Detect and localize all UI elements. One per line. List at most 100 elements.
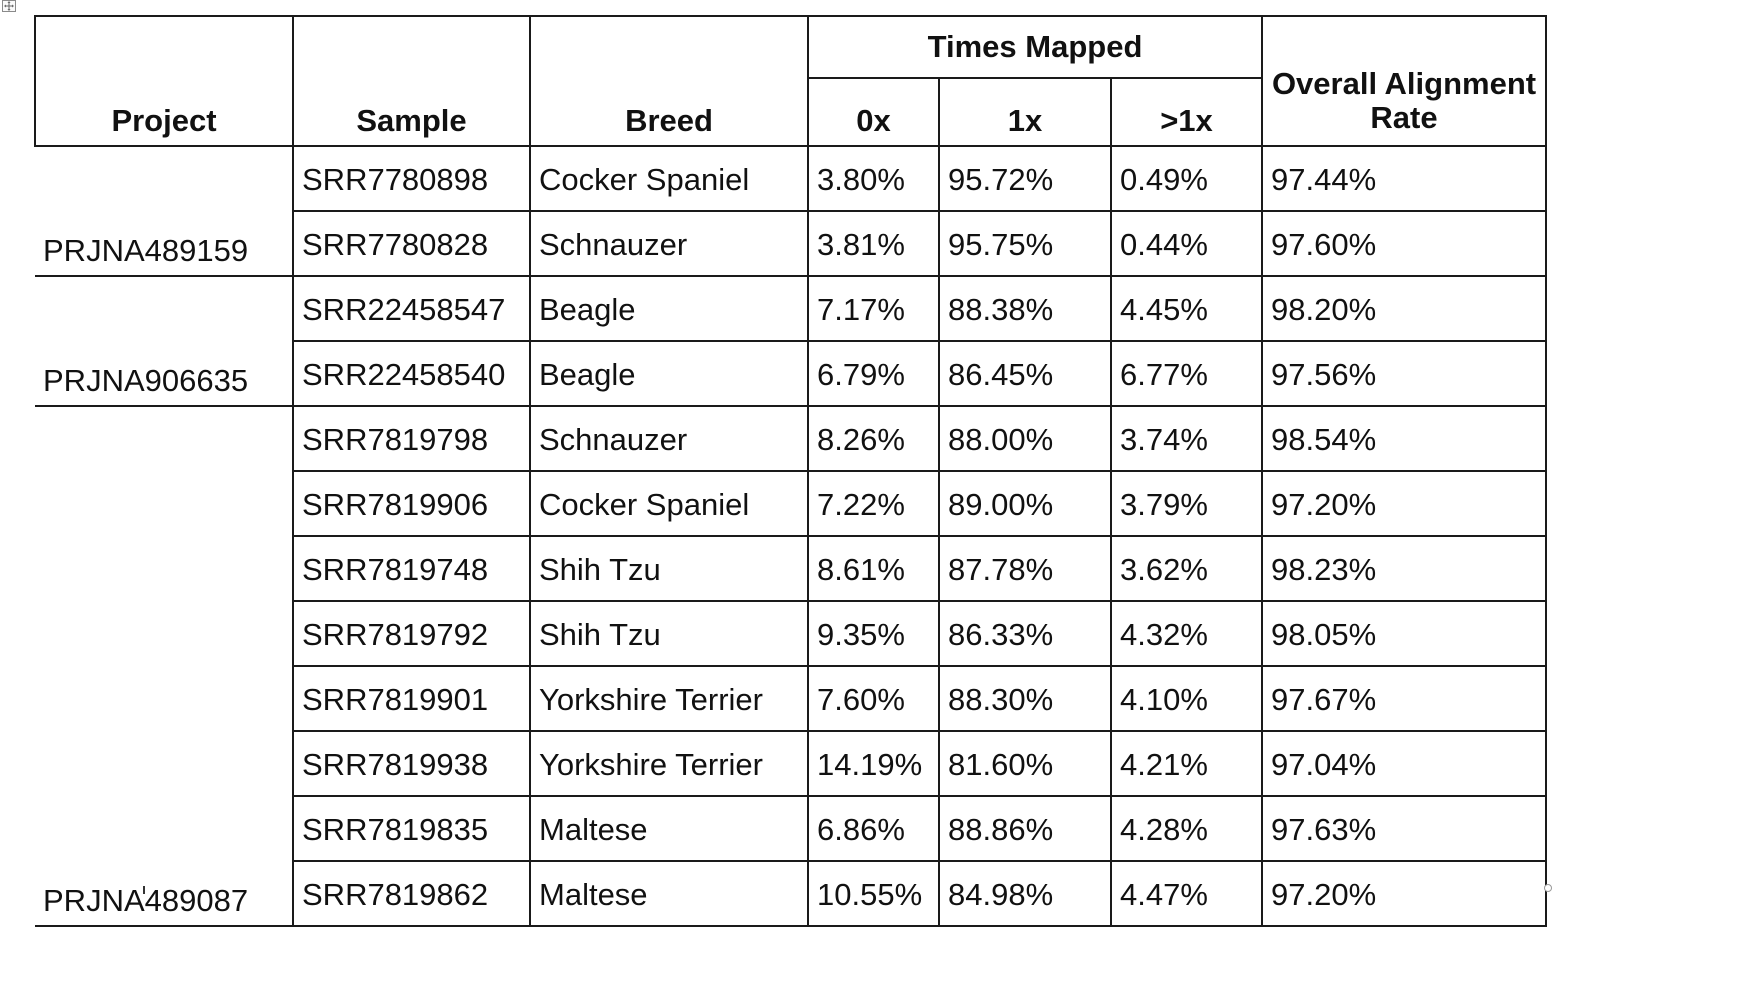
- cell-0x: 14.19%: [807, 730, 940, 797]
- cell-sample: SRR7819748: [292, 535, 531, 602]
- cell-breed: Cocker Spaniel: [529, 470, 809, 537]
- cell-0x: 6.86%: [807, 795, 940, 862]
- cell-gt-1x: 0.44%: [1109, 210, 1264, 277]
- header-breed: Breed: [529, 15, 809, 147]
- cell-overall-alignment-rate: 97.04%: [1261, 730, 1548, 797]
- cell-0x: 7.60%: [807, 665, 940, 732]
- table-row: SRR7819748 Shih Tzu 8.61% 87.78% 3.62% 98.23%: [35, 535, 1548, 602]
- cell-sample: SRR22458547: [292, 275, 531, 342]
- cell-gt-1x: 4.10%: [1109, 665, 1264, 732]
- cell-overall-alignment-rate: 98.20%: [1261, 275, 1548, 342]
- cell-sample: SRR7819835: [292, 795, 531, 862]
- cell-0x: 8.61%: [807, 535, 940, 602]
- cell-overall-alignment-rate: 98.54%: [1261, 405, 1548, 472]
- cell-1x: 86.45%: [938, 340, 1112, 407]
- cell-0x: 6.79%: [807, 340, 940, 407]
- cell-sample: SRR7780898: [292, 145, 531, 212]
- cell-sample: SRR22458540: [292, 340, 531, 407]
- table-body: PRJNA489159 SRR7780898 Cocker Spaniel 3.80%…: [35, 145, 1548, 927]
- cell-0x: 10.55%: [807, 860, 940, 927]
- cell-gt-1x: 4.21%: [1109, 730, 1264, 797]
- cell-breed: Maltese: [529, 860, 809, 927]
- header-overall-line2: Rate: [1370, 100, 1438, 135]
- cell-1x: 88.00%: [938, 405, 1112, 472]
- cell-project: PRJNA489159: [35, 145, 294, 277]
- cell-overall-alignment-rate: 97.20%: [1261, 470, 1548, 537]
- cell-overall-alignment-rate: 97.44%: [1261, 145, 1548, 212]
- header-gt-1x: >1x: [1109, 77, 1264, 147]
- header-overall-line1: Overall Alignment: [1271, 66, 1537, 101]
- cell-0x: 3.80%: [807, 145, 940, 212]
- header-overall-alignment-rate: Overall Alignment Rate: [1261, 15, 1548, 147]
- cell-1x: 87.78%: [938, 535, 1112, 602]
- cell-gt-1x: 3.74%: [1109, 405, 1264, 472]
- cell-sample: SRR7819798: [292, 405, 531, 472]
- table-row: SRR7819862 Maltese 10.55% 84.98% 4.47% 97.20%: [35, 860, 1548, 927]
- cell-sample: SRR7819792: [292, 600, 531, 667]
- cell-gt-1x: 3.79%: [1109, 470, 1264, 537]
- cell-overall-alignment-rate: 97.63%: [1261, 795, 1548, 862]
- header-sample: Sample: [292, 15, 531, 147]
- cell-breed: Shih Tzu: [529, 535, 809, 602]
- cell-breed: Cocker Spaniel: [529, 145, 809, 212]
- table-row: SRR22458540 Beagle 6.79% 86.45% 6.77% 97.56%: [35, 340, 1548, 407]
- table-row: PRJNA906635 SRR22458547 Beagle 7.17% 88.38% 4…: [35, 275, 1548, 407]
- cell-overall-alignment-rate: 97.67%: [1261, 665, 1548, 732]
- header-0x: 0x: [807, 77, 940, 147]
- cell-project: PRJNA489087: [35, 405, 294, 927]
- cell-breed: Schnauzer: [529, 210, 809, 277]
- cell-breed: Yorkshire Terrier: [529, 665, 809, 732]
- cell-1x: 81.60%: [938, 730, 1112, 797]
- cell-breed: Beagle: [529, 275, 809, 342]
- cell-gt-1x: 0.49%: [1109, 145, 1264, 212]
- cell-1x: 86.33%: [938, 600, 1112, 667]
- table-move-handle-icon[interactable]: [2, 0, 16, 12]
- cell-sample: SRR7819906: [292, 470, 531, 537]
- cell-0x: 7.22%: [807, 470, 940, 537]
- cell-breed: Maltese: [529, 795, 809, 862]
- cell-gt-1x: 3.62%: [1109, 535, 1264, 602]
- alignment-table: Project Sample Breed Times Mapped Overal…: [34, 15, 1548, 927]
- cell-1x: 95.72%: [938, 145, 1112, 212]
- cell-breed: Yorkshire Terrier: [529, 730, 809, 797]
- cell-0x: 8.26%: [807, 405, 940, 472]
- move-icon: [4, 1, 14, 11]
- table-resize-handle-icon[interactable]: [1544, 884, 1552, 892]
- cell-project: PRJNA906635: [35, 275, 294, 407]
- cell-gt-1x: 4.28%: [1109, 795, 1264, 862]
- cell-overall-alignment-rate: 97.20%: [1261, 860, 1548, 927]
- cell-1x: 88.30%: [938, 665, 1112, 732]
- cell-gt-1x: 4.45%: [1109, 275, 1264, 342]
- table-row: SRR7819792 Shih Tzu 9.35% 86.33% 4.32% 98.05%: [35, 600, 1548, 667]
- cell-sample: SRR7780828: [292, 210, 531, 277]
- cell-overall-alignment-rate: 98.05%: [1261, 600, 1548, 667]
- cell-breed: Beagle: [529, 340, 809, 407]
- header-times-mapped: Times Mapped: [806, 15, 1264, 79]
- cell-overall-alignment-rate: 97.60%: [1261, 210, 1548, 277]
- table-row: SRR7819938 Yorkshire Terrier 14.19% 81.60% 4…: [35, 730, 1548, 797]
- cell-0x: 9.35%: [807, 600, 940, 667]
- header-project: Project: [34, 15, 294, 147]
- table-footer-mark: [143, 886, 145, 894]
- table-row: PRJNA489087 SRR7819798 Schnauzer 8.26% 88.00…: [35, 405, 1548, 927]
- cell-sample: SRR7819938: [292, 730, 531, 797]
- cell-1x: 95.75%: [938, 210, 1112, 277]
- header-1x: 1x: [938, 77, 1112, 147]
- cell-gt-1x: 4.32%: [1109, 600, 1264, 667]
- cell-sample: SRR7819862: [292, 860, 531, 927]
- cell-1x: 89.00%: [938, 470, 1112, 537]
- cell-gt-1x: 4.47%: [1109, 860, 1264, 927]
- cell-1x: 88.86%: [938, 795, 1112, 862]
- cell-1x: 84.98%: [938, 860, 1112, 927]
- table-row: SRR7819906 Cocker Spaniel 7.22% 89.00% 3.79%…: [35, 470, 1548, 537]
- cell-gt-1x: 6.77%: [1109, 340, 1264, 407]
- table-row: SRR7780828 Schnauzer 3.81% 95.75% 0.44% 97.60…: [35, 210, 1548, 277]
- cell-sample: SRR7819901: [292, 665, 531, 732]
- cell-0x: 7.17%: [807, 275, 940, 342]
- cell-breed: Schnauzer: [529, 405, 809, 472]
- cell-overall-alignment-rate: 98.23%: [1261, 535, 1548, 602]
- table-row: SRR7819835 Maltese 6.86% 88.86% 4.28% 97.63%: [35, 795, 1548, 862]
- cell-1x: 88.38%: [938, 275, 1112, 342]
- cell-breed: Shih Tzu: [529, 600, 809, 667]
- cell-overall-alignment-rate: 97.56%: [1261, 340, 1548, 407]
